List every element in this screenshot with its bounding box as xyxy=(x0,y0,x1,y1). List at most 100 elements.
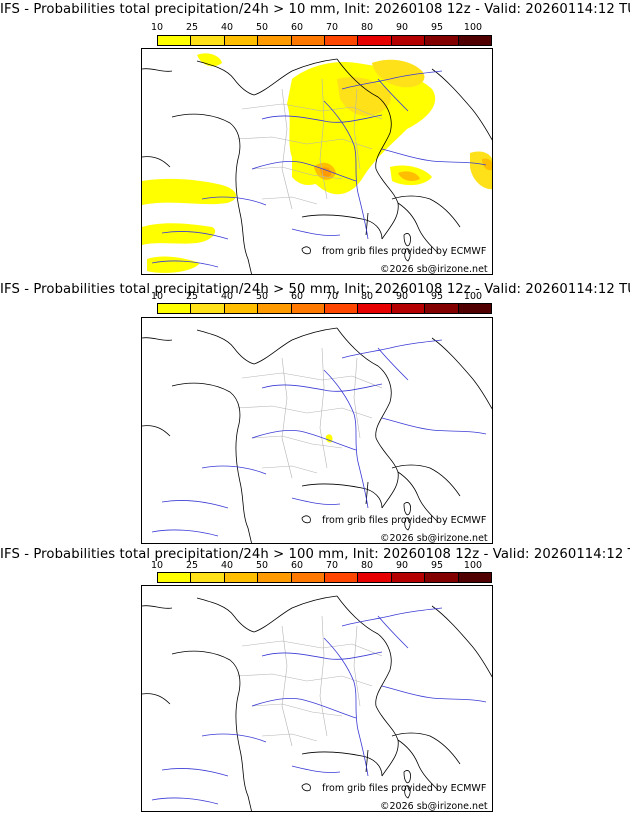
scale-label: 40 xyxy=(220,560,234,571)
precip-area xyxy=(142,223,216,245)
scale-labels: 10 25 40 50 60 70 80 90 95 100 xyxy=(151,560,493,571)
scale-label: 50 xyxy=(255,291,269,302)
source-credit: from grib files provided by ECMWF xyxy=(322,515,487,526)
admin-borders xyxy=(236,347,383,479)
precip-map: from grib files provided by ECMWF ©2026 … xyxy=(141,317,493,544)
colorbar-segment xyxy=(325,36,359,45)
colorbar-segment xyxy=(258,573,292,582)
precip-map: from grib files provided by ECMWF ©2026 … xyxy=(141,48,493,275)
map-panel-50mm: IFS - Probabilities total precipitation/… xyxy=(0,270,630,546)
scale-label: 50 xyxy=(255,560,269,571)
colorbar-segment xyxy=(258,304,292,313)
colorbar-segment xyxy=(224,573,259,582)
colorbar-segment xyxy=(425,573,459,582)
country-borders xyxy=(142,58,492,274)
precip-map: from grib files provided by ECMWF ©2026 … xyxy=(141,585,493,812)
scale-labels: 10 25 40 50 60 70 80 90 95 100 xyxy=(151,22,493,33)
rivers xyxy=(151,339,487,537)
scale-label: 25 xyxy=(185,291,199,302)
colorbar-segment xyxy=(291,304,326,313)
precip-area xyxy=(398,171,420,181)
scale-label: 95 xyxy=(430,560,444,571)
colorbar-segment xyxy=(358,304,392,313)
probability-colorbar xyxy=(157,572,492,583)
colorbar-segment xyxy=(358,36,392,45)
scale-label: 10 xyxy=(150,22,164,33)
scale-label: 40 xyxy=(220,22,234,33)
panel-title: IFS - Probabilities total precipitation/… xyxy=(0,547,630,562)
rivers xyxy=(151,70,487,268)
scale-label: 25 xyxy=(185,560,199,571)
colorbar-segment xyxy=(158,36,192,45)
colorbar-segment xyxy=(358,573,392,582)
scale-label: 100 xyxy=(463,560,483,571)
colorbar-segment xyxy=(224,304,259,313)
panel-title: IFS - Probabilities total precipitation/… xyxy=(0,2,630,17)
map-panel-100mm: IFS - Probabilities total precipitation/… xyxy=(0,540,630,816)
map-svg xyxy=(142,327,492,543)
colorbar-segment xyxy=(425,36,459,45)
colorbar-segment xyxy=(158,573,192,582)
colorbar-segment xyxy=(191,304,225,313)
scale-label: 50 xyxy=(255,22,269,33)
scale-label: 95 xyxy=(430,22,444,33)
source-credit: from grib files provided by ECMWF xyxy=(322,246,487,257)
colorbar-segment xyxy=(191,573,225,582)
admin-borders xyxy=(236,615,383,747)
rivers xyxy=(151,607,487,805)
map-svg xyxy=(142,53,492,274)
precip-area xyxy=(147,256,200,273)
scale-label: 80 xyxy=(360,560,374,571)
scale-label: 40 xyxy=(220,291,234,302)
colorbar-segment xyxy=(391,304,426,313)
colorbar-segment xyxy=(291,36,326,45)
scale-label: 70 xyxy=(325,291,339,302)
scale-label: 70 xyxy=(325,560,339,571)
colorbar-segment xyxy=(325,304,359,313)
colorbar-segment xyxy=(458,304,492,313)
map-svg xyxy=(142,595,492,811)
scale-label: 10 xyxy=(150,291,164,302)
scale-label: 90 xyxy=(395,22,409,33)
scale-labels: 10 25 40 50 60 70 80 90 95 100 xyxy=(151,291,493,302)
source-credit: from grib files provided by ECMWF xyxy=(322,783,487,794)
precip-area xyxy=(470,151,492,190)
scale-label: 60 xyxy=(290,22,304,33)
colorbar-segment xyxy=(258,36,292,45)
scale-label: 90 xyxy=(395,560,409,571)
country-borders xyxy=(142,595,492,811)
precip-area xyxy=(482,158,492,171)
precip-overlay xyxy=(142,53,492,273)
colorbar-segment xyxy=(158,304,192,313)
scale-label: 90 xyxy=(395,291,409,302)
colorbar-segment xyxy=(425,304,459,313)
copyright-credit: ©2026 sb@irizone.net xyxy=(380,801,488,812)
scale-label: 60 xyxy=(290,291,304,302)
copyright-credit: ©2026 sb@irizone.net xyxy=(380,533,488,544)
precip-area xyxy=(292,155,324,186)
admin-borders xyxy=(236,78,383,210)
colorbar-segment xyxy=(224,36,259,45)
probability-colorbar xyxy=(157,303,492,314)
scale-label: 25 xyxy=(185,22,199,33)
colorbar-segment xyxy=(325,573,359,582)
colorbar-segment xyxy=(458,573,492,582)
probability-colorbar xyxy=(157,35,492,46)
scale-label: 70 xyxy=(325,22,339,33)
scale-label: 80 xyxy=(360,291,374,302)
copyright-credit: ©2026 sb@irizone.net xyxy=(380,264,488,275)
colorbar-segment xyxy=(391,573,426,582)
precip-area xyxy=(287,61,436,195)
colorbar-segment xyxy=(191,36,225,45)
scale-label: 80 xyxy=(360,22,374,33)
colorbar-segment xyxy=(458,36,492,45)
scale-label: 100 xyxy=(463,291,483,302)
country-borders xyxy=(142,327,492,543)
map-panel-10mm: IFS - Probabilities total precipitation/… xyxy=(0,0,630,276)
scale-label: 100 xyxy=(463,22,483,33)
scale-label: 60 xyxy=(290,560,304,571)
colorbar-segment xyxy=(291,573,326,582)
panel-title: IFS - Probabilities total precipitation/… xyxy=(0,282,630,297)
scale-label: 95 xyxy=(430,291,444,302)
precip-area xyxy=(142,178,237,205)
